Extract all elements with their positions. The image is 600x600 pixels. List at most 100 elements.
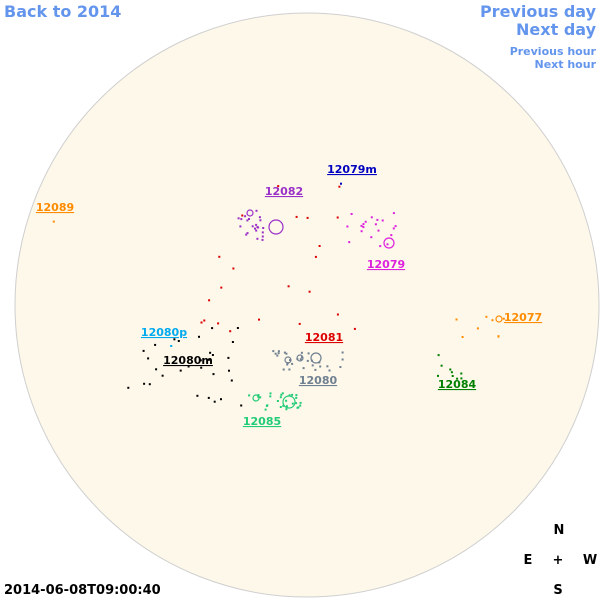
region-label: 12084	[438, 378, 477, 391]
spot	[274, 352, 277, 355]
spot	[198, 335, 200, 338]
spot	[341, 358, 344, 361]
spot	[240, 404, 243, 407]
spot	[239, 225, 242, 228]
spot	[277, 352, 280, 355]
spot	[299, 401, 302, 404]
spot	[392, 212, 395, 215]
spot	[255, 223, 258, 226]
spot	[200, 366, 203, 369]
spot	[360, 230, 363, 233]
spot	[208, 299, 211, 302]
previous-hour-link[interactable]: Previous hour	[509, 45, 596, 58]
region-label: 12085	[243, 415, 281, 428]
spot-penumbra	[296, 354, 304, 362]
spot	[285, 399, 288, 402]
spot	[476, 327, 479, 330]
spot	[291, 402, 294, 405]
region-label: 12079	[367, 258, 405, 271]
spot	[451, 375, 454, 377]
spot	[306, 216, 309, 219]
spot	[261, 231, 264, 234]
spot	[230, 379, 233, 382]
spot	[300, 351, 303, 354]
spot	[187, 365, 190, 368]
spot	[318, 245, 321, 247]
spot	[362, 223, 365, 226]
spot	[217, 322, 220, 325]
spot	[220, 398, 222, 401]
spot	[360, 224, 363, 227]
spot	[449, 368, 452, 371]
previous-day-link[interactable]: Previous day	[479, 2, 596, 21]
spot	[392, 227, 395, 230]
spot	[258, 216, 261, 219]
spot	[376, 218, 379, 221]
next-day-link[interactable]: Next day	[516, 20, 596, 39]
spot	[291, 393, 294, 396]
spot	[307, 352, 310, 355]
spot	[279, 406, 282, 408]
spot	[254, 227, 256, 230]
back-link[interactable]: Back to 2014	[4, 2, 122, 21]
spot	[257, 394, 260, 397]
spot	[269, 395, 272, 398]
spot	[394, 225, 397, 228]
spot-penumbra	[284, 356, 292, 364]
spot	[262, 227, 265, 229]
spot	[285, 405, 288, 408]
spot	[52, 220, 55, 223]
spot	[338, 185, 341, 188]
spot	[269, 392, 272, 395]
spot	[259, 396, 262, 399]
spot	[127, 386, 130, 389]
spot	[306, 359, 309, 362]
spot	[143, 382, 146, 385]
spot	[288, 394, 291, 397]
spot	[296, 406, 299, 409]
spot	[244, 215, 247, 218]
spot	[295, 396, 298, 399]
spot	[295, 215, 298, 218]
spot	[300, 356, 303, 359]
spot-penumbra	[383, 237, 395, 249]
spot	[240, 218, 243, 221]
spot	[245, 233, 248, 236]
spot	[173, 338, 176, 341]
spot	[341, 351, 344, 354]
compass-north: N	[554, 523, 565, 538]
next-hour-link[interactable]: Next hour	[534, 58, 597, 71]
spot	[211, 327, 214, 330]
spot	[285, 408, 288, 411]
spot	[170, 345, 173, 347]
spot	[381, 219, 384, 222]
spot	[200, 321, 203, 324]
spot	[460, 377, 463, 380]
spot	[257, 226, 260, 229]
region-label: 12080m	[163, 354, 213, 367]
spot	[277, 350, 280, 353]
spot	[348, 241, 351, 244]
spot	[218, 255, 221, 258]
spot	[154, 343, 157, 346]
spot	[370, 236, 373, 239]
spot	[147, 357, 150, 360]
spot	[314, 255, 317, 258]
spot	[298, 322, 301, 325]
spot	[213, 400, 216, 403]
spot	[179, 369, 182, 372]
spot-penumbra	[495, 315, 503, 323]
spot	[255, 209, 258, 212]
spot	[211, 354, 214, 356]
spot	[285, 352, 288, 355]
spot-penumbra	[268, 219, 284, 235]
spots	[52, 182, 505, 411]
spot	[236, 327, 239, 329]
spot	[299, 358, 302, 361]
spot	[377, 229, 380, 232]
spot	[374, 223, 377, 226]
spot	[231, 341, 234, 343]
spot	[246, 219, 249, 222]
spot	[350, 213, 353, 215]
spot	[340, 182, 342, 185]
